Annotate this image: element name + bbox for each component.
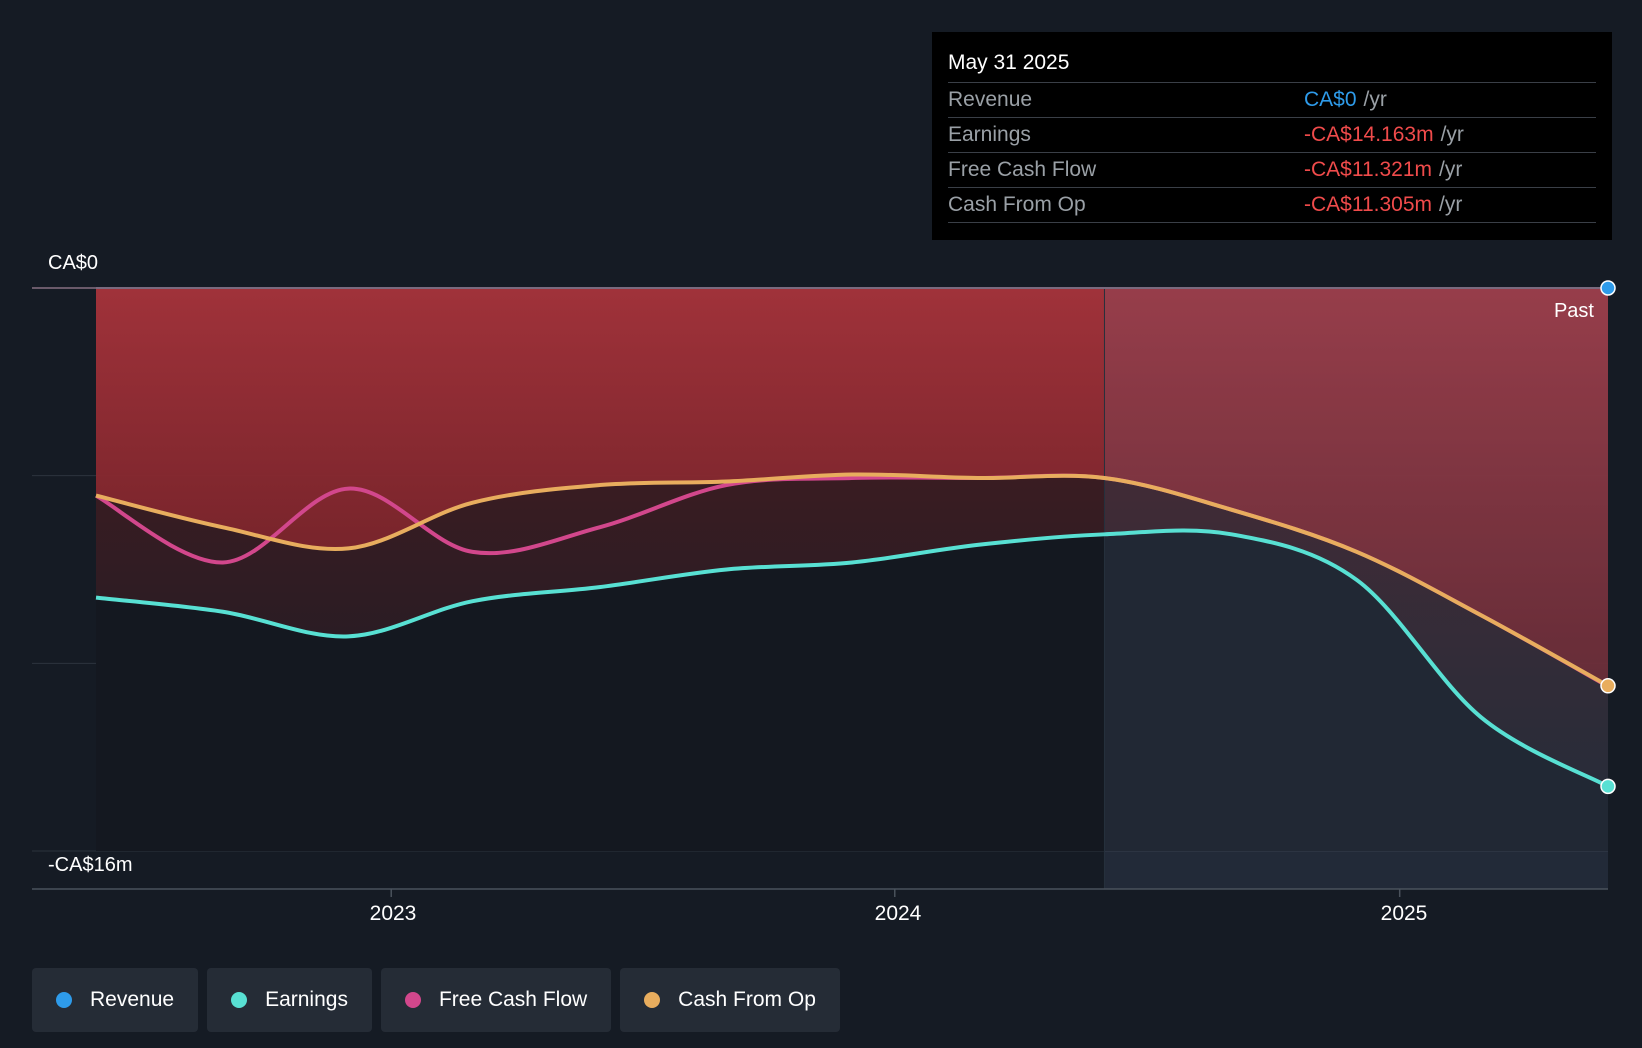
legend-dot-icon [644, 992, 661, 1008]
legend-label: Free Cash Flow [438, 988, 588, 1011]
earnings-line [95, 528, 1609, 789]
legend-label: Revenue [90, 988, 175, 1011]
legend-dot-icon [56, 992, 72, 1008]
tooltip-label: Earnings [948, 123, 1031, 146]
tooltip-label: Cash From Op [948, 193, 1086, 216]
tooltip-unit: /yr [1439, 158, 1463, 181]
x-tick-label-2025: 2025 [1380, 902, 1428, 925]
below-earnings-area [96, 530, 1608, 851]
tooltip: May 31 2025 Revenue CA$0 /yr Earnings -C… [932, 32, 1612, 240]
legend-item-earnings[interactable]: Earnings [207, 968, 372, 1032]
legend-dot-icon [404, 992, 421, 1008]
cash-from-op-line [95, 472, 1609, 688]
tooltip-date: May 31 2025 [948, 46, 1596, 83]
area-fills [96, 288, 1608, 889]
x-tick-label-2023: 2023 [369, 902, 417, 925]
tooltip-value: -CA$11.305m [1304, 193, 1433, 216]
tooltip-label: Revenue [948, 88, 1033, 111]
y-axis-bottom-label: -CA$16m [48, 854, 133, 876]
legend: Revenue Earnings Free Cash Flow Cash Fro… [32, 968, 840, 1032]
end-markers [1600, 280, 1616, 795]
legend-item-free-cash-flow[interactable]: Free Cash Flow [380, 968, 612, 1032]
tooltip-unit: /yr [1439, 193, 1463, 216]
legend-label: Cash From Op [678, 988, 816, 1011]
tooltip-row-cash-from-op: Cash From Op -CA$11.305m /yr [948, 188, 1596, 223]
tooltip-label: Free Cash Flow [948, 158, 1097, 181]
cash-from-op-end-marker [1600, 678, 1616, 694]
x-tick-label-2024: 2024 [874, 902, 922, 925]
legend-item-revenue[interactable]: Revenue [32, 968, 199, 1032]
tooltip-row-revenue: Revenue CA$0 /yr [948, 83, 1596, 118]
legend-dot-icon [231, 992, 248, 1008]
past-label: Past [1553, 300, 1594, 322]
tooltip-value: CA$0 [1304, 88, 1357, 111]
x-ticks [32, 888, 1608, 897]
tooltip-row-earnings: Earnings -CA$14.163m /yr [948, 118, 1596, 153]
y-axis-top-label: CA$0 [48, 252, 99, 274]
cash-from-op-area [96, 288, 1608, 686]
earnings-end-marker [1600, 778, 1616, 795]
tooltip-value: -CA$11.321m [1304, 158, 1433, 181]
revenue-end-marker [1600, 280, 1616, 296]
tooltip-value: -CA$14.163m [1304, 123, 1434, 146]
past-region-overlay [1104, 288, 1608, 889]
legend-label: Earnings [265, 988, 348, 1011]
tooltip-row-free-cash-flow: Free Cash Flow -CA$11.321m /yr [948, 153, 1596, 188]
series-lines [95, 287, 1609, 789]
tooltip-unit: /yr [1363, 88, 1387, 111]
tooltip-unit: /yr [1440, 123, 1464, 146]
legend-item-cash-from-op[interactable]: Cash From Op [620, 968, 840, 1032]
